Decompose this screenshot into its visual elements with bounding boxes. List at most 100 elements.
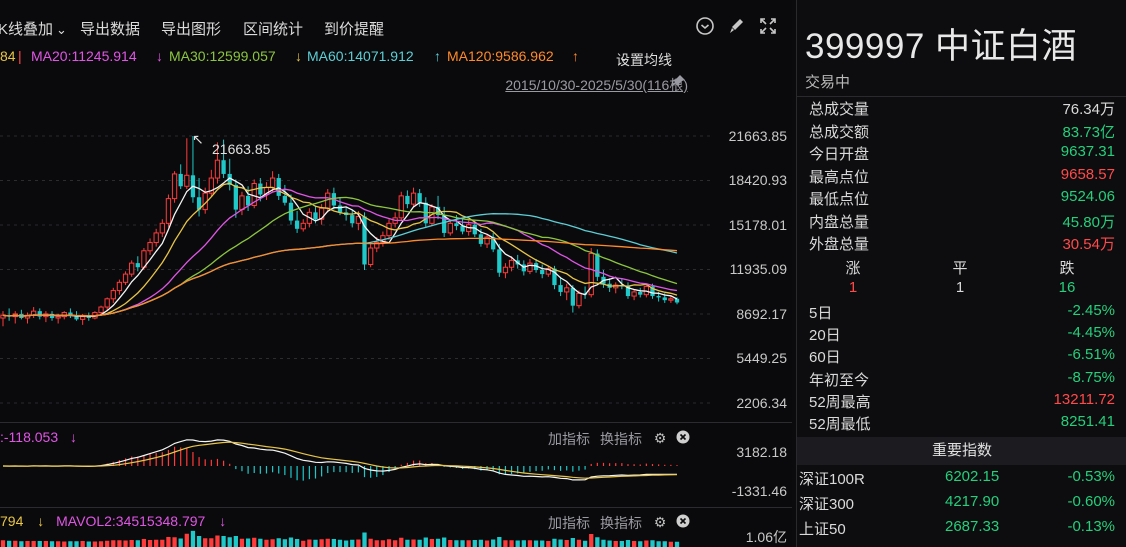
index-row[interactable]: 上证50 2687.33 -0.13%: [799, 518, 1115, 542]
volume-bar: [184, 533, 189, 547]
chart-toolbar: K线叠加 ⌄ 导出数据 导出图形 区间统计 到价提醒: [0, 10, 792, 44]
candle-body: [282, 195, 287, 203]
export-image-button[interactable]: 导出图形: [161, 21, 222, 38]
volume-bar: [491, 539, 496, 547]
perf-value: 8251.41: [1060, 413, 1115, 430]
gear-icon[interactable]: ⚙: [653, 430, 667, 446]
brush-icon[interactable]: [725, 15, 747, 37]
volume-bar: [668, 541, 674, 547]
kline-overlay-menu[interactable]: K线叠加 ⌄: [0, 18, 67, 39]
volume-bar: [356, 539, 361, 547]
volume-bar: [56, 541, 61, 547]
volume-bar: [564, 540, 569, 547]
volume-bar: [129, 540, 134, 547]
fullscreen-icon[interactable]: [757, 15, 779, 37]
volume-bar: [350, 539, 355, 547]
volume-bar: [98, 541, 104, 547]
candle-body: [374, 242, 380, 249]
volume-bar: [301, 540, 306, 547]
candle-body: [178, 173, 183, 187]
index-price: 4217.90: [945, 493, 1000, 510]
volume-bar: [264, 539, 269, 547]
volume-bar: [460, 540, 465, 547]
ma20-value: MA20:11245.914: [31, 48, 137, 64]
volume-bar: [644, 540, 649, 547]
stat-row: 内盘总量 45.80万: [809, 211, 1115, 233]
stat-row: 最低点位 9524.06: [809, 188, 1115, 210]
perf-label: 20日: [809, 327, 841, 345]
volume-bar: [399, 537, 404, 547]
perf-value: 13211.72: [1053, 390, 1115, 408]
volume-bar: [472, 540, 477, 547]
volume-bar: [147, 540, 153, 547]
candle-body: [674, 298, 680, 303]
stat-value: 45.80万: [1062, 213, 1115, 231]
candle-body: [545, 268, 551, 275]
candle-body: [668, 298, 674, 301]
volume-bar: [429, 539, 435, 547]
gear-icon[interactable]: ⚙: [653, 514, 667, 530]
stat-value: 76.34万: [1062, 101, 1115, 118]
volume-bar: [245, 538, 251, 547]
candle-body: [650, 286, 655, 297]
clock-circle-icon[interactable]: [694, 15, 716, 37]
flat-label: 平: [952, 260, 968, 277]
price-tick: 2206.34: [736, 395, 787, 411]
ma60-value: MA60:14071.912: [307, 48, 414, 64]
candle-body: [447, 222, 453, 234]
volume-bar: [533, 540, 539, 547]
volume-bar: [92, 541, 98, 547]
stat-value: 83.73亿: [1062, 123, 1115, 141]
candle-body: [171, 173, 178, 200]
volume-bar: [258, 538, 263, 547]
range-stats-button[interactable]: 区间统计: [243, 21, 304, 38]
volume-bar: [0, 540, 6, 547]
volume-bar: [239, 538, 245, 547]
volume-bar: [123, 540, 128, 547]
index-row[interactable]: 深证300 4217.90 -0.60%: [799, 493, 1115, 517]
volume-bar: [625, 540, 631, 547]
volume-bar: [74, 541, 79, 547]
volume-bar: [448, 540, 453, 547]
volume-bar: [62, 541, 67, 547]
candle-body: [478, 234, 484, 244]
candle-body: [367, 247, 374, 265]
candle-body: [300, 222, 306, 230]
index-row[interactable]: 深证100R 6202.15 -0.53%: [799, 468, 1115, 492]
volume-bar: [25, 541, 30, 547]
volume-bar: [631, 541, 637, 547]
candle-body: [129, 262, 135, 275]
perf-value: -8.75%: [1067, 368, 1115, 386]
export-data-button[interactable]: 导出数据: [80, 21, 141, 38]
index-change: -0.53%: [1067, 468, 1115, 485]
stat-label: 最高点位: [809, 168, 870, 186]
kline-chart-panel[interactable]: K线叠加 ⌄ 导出数据 导出图形 区间统计 到价提醒 84 | MA20:1124…: [0, 0, 792, 547]
volume-bar: [80, 541, 85, 547]
chevron-down-icon: ⌄: [56, 22, 67, 37]
stat-row: 外盘总量 30.54万: [809, 233, 1115, 255]
close-circle-icon[interactable]: [675, 430, 691, 446]
perf-value: -4.45%: [1067, 324, 1115, 342]
price-alert-button[interactable]: 到价提醒: [324, 21, 385, 38]
volume-bar: [509, 540, 514, 547]
macd-dea-line: [3, 441, 678, 479]
mavol2-value: MAVOL2:34515348.797: [56, 513, 206, 529]
pane-divider: [0, 422, 792, 423]
candle-body: [527, 262, 533, 272]
perf-label: 60日: [809, 349, 841, 367]
volume-bar: [282, 539, 287, 547]
index-name: 深证300: [799, 496, 855, 513]
switch-indicator-button[interactable]: 换指标: [600, 431, 642, 447]
close-circle-icon[interactable]: [675, 514, 691, 530]
index-name: 深证100R: [799, 471, 865, 488]
pin-icon[interactable]: [672, 74, 686, 91]
add-indicator-button[interactable]: 加指标: [548, 431, 590, 447]
add-indicator-button[interactable]: 加指标: [548, 515, 590, 531]
volume-bar: [405, 539, 410, 547]
candle-body: [122, 273, 129, 283]
volume-bar: [19, 541, 24, 547]
volume-bar: [368, 538, 373, 547]
mavol1-value: 794: [0, 513, 24, 529]
switch-indicator-button[interactable]: 换指标: [600, 515, 642, 531]
volume-bar: [503, 540, 508, 547]
